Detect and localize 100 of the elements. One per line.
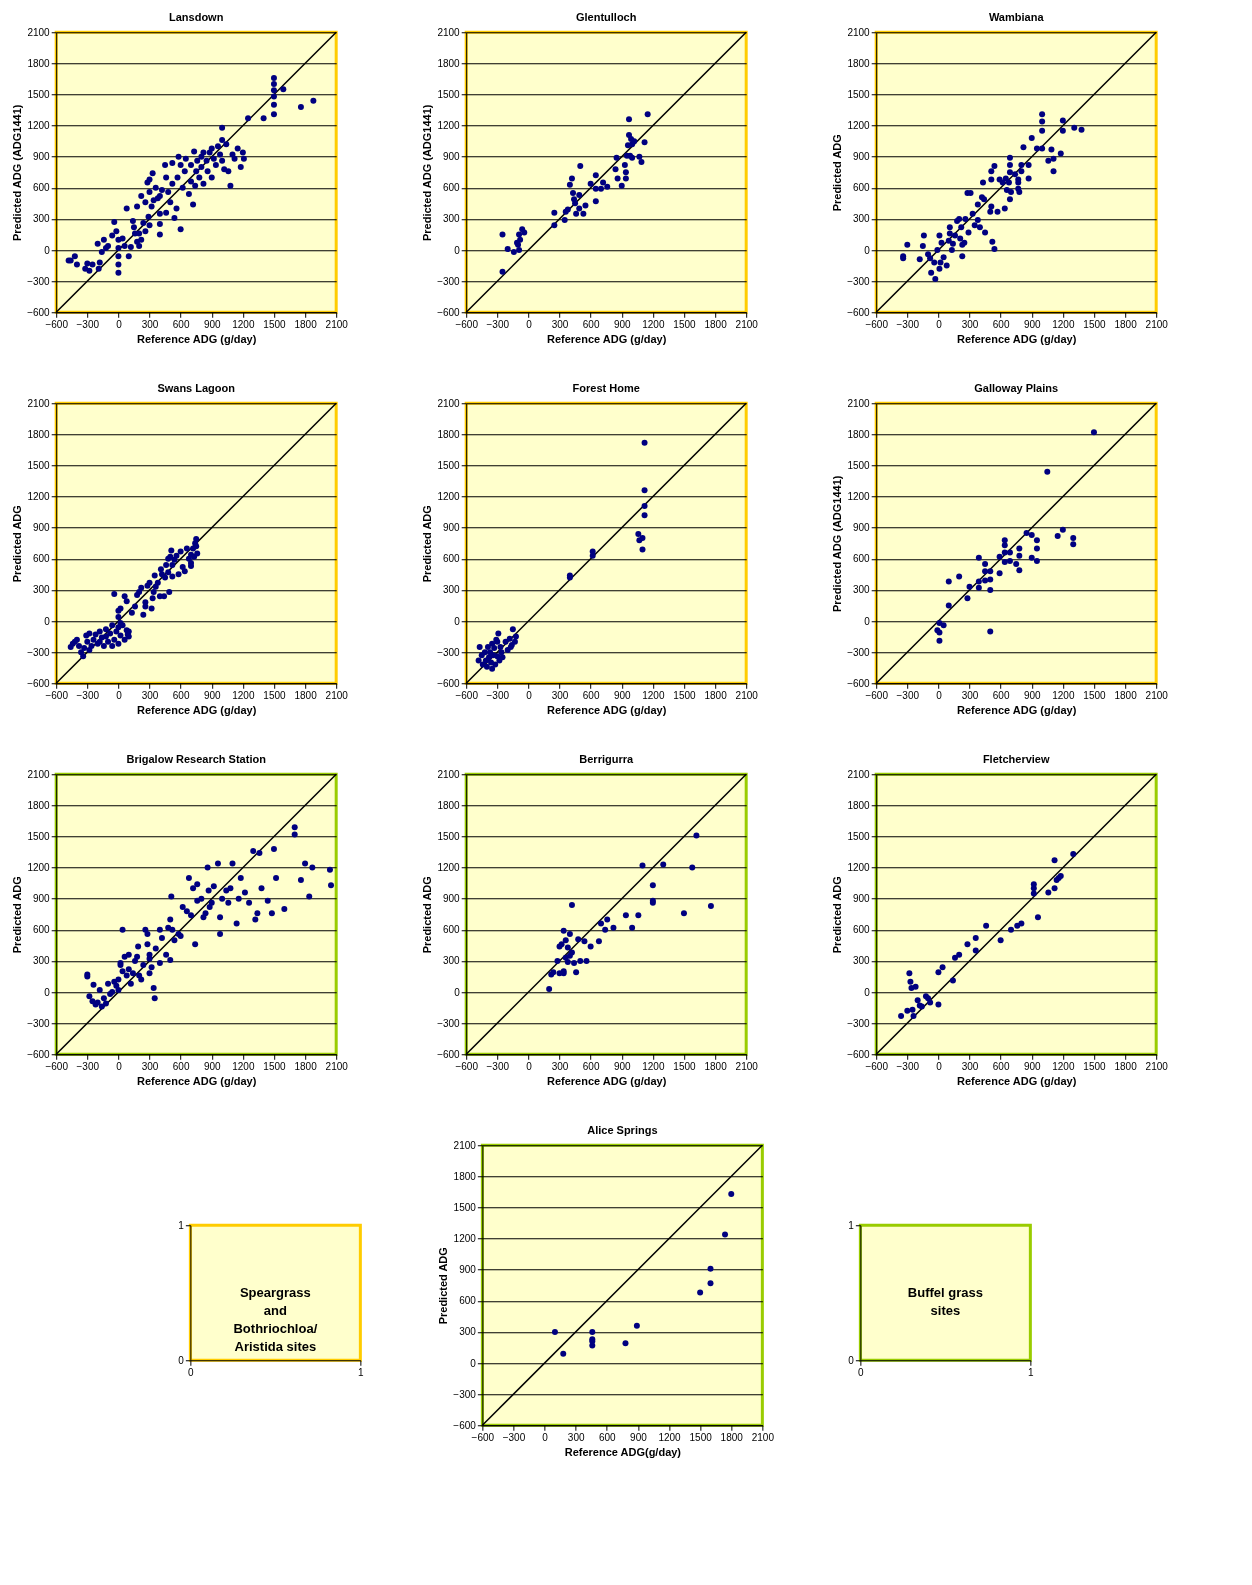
y-tick-label: 1800 <box>437 57 461 69</box>
y-tick-label: 1800 <box>27 799 51 811</box>
x-tick-label: −600 <box>471 1431 495 1443</box>
y-tick-label: 0 <box>864 615 871 627</box>
y-tick-label: 0 <box>44 986 51 998</box>
y-tick-label: −300 <box>847 646 871 658</box>
y-tick-label: 1200 <box>847 862 871 874</box>
x-tick-label: −300 <box>896 318 920 330</box>
y-tick-label: 1200 <box>847 120 871 132</box>
y-axis-title: Predicted ADG (ADG1441) <box>421 104 434 242</box>
x-axis-title: Reference ADG (g/day) <box>136 332 257 345</box>
x-tick-label: 1800 <box>294 1060 318 1072</box>
chart-title: Fletcherview <box>982 753 1050 766</box>
y-tick-label: −600 <box>27 677 51 689</box>
x-tick-label: 2100 <box>1145 1060 1169 1072</box>
y-axis-title: Predicted ADG (ADG1441) <box>11 104 24 242</box>
x-tick-label: 1800 <box>1114 689 1138 701</box>
x-tick-label: 900 <box>203 689 222 701</box>
y-tick-label: 600 <box>853 553 871 565</box>
x-tick-label: 300 <box>961 1060 979 1072</box>
y-tick-label: −600 <box>453 1419 477 1431</box>
x-tick-label: 1200 <box>232 1060 255 1072</box>
y-tick-label: 1500 <box>27 88 51 100</box>
x-tick-label: 600 <box>992 318 1010 330</box>
y-tick-label: 300 <box>443 213 461 225</box>
x-tick-label: 300 <box>961 689 979 701</box>
x-tick-label: 300 <box>551 1060 569 1072</box>
y-tick-label: −300 <box>847 1017 871 1029</box>
x-axis-title: Reference ADG (g/day) <box>136 703 257 716</box>
y-tick-label: 1200 <box>453 1233 477 1245</box>
x-tick-label: 300 <box>141 689 159 701</box>
chart-title: Glentulloch <box>575 11 637 24</box>
y-tick-label: −300 <box>453 1388 477 1400</box>
x-tick-label: 1500 <box>673 689 697 701</box>
x-tick-label: 300 <box>141 1060 159 1072</box>
x-tick-label: 2100 <box>735 689 759 701</box>
y-tick-label: 1800 <box>437 428 461 440</box>
y-axis-title: Predicted ADG <box>421 876 434 954</box>
y-tick-label: 1500 <box>437 88 461 100</box>
y-tick-label: 300 <box>33 213 51 225</box>
y-tick-label: −300 <box>437 275 461 287</box>
x-tick-label: 600 <box>582 1060 600 1072</box>
x-tick-label: −300 <box>486 318 510 330</box>
x-tick-label: 2100 <box>735 318 759 330</box>
x-tick-label: 1500 <box>1083 318 1107 330</box>
y-tick-label: −600 <box>437 677 461 689</box>
annotation: Speargrass and Bothriochloa/ Aristida sites <box>233 1284 318 1354</box>
y-tick-label: 900 <box>443 151 461 163</box>
y-tick-label: 900 <box>33 893 51 905</box>
x-tick-label: 1800 <box>704 689 728 701</box>
x-tick-label: 1500 <box>1083 1060 1107 1072</box>
y-tick-label: 300 <box>443 584 461 596</box>
y-tick-label: 1800 <box>27 428 51 440</box>
x-tick-label: 600 <box>582 318 600 330</box>
x-tick-label: 1800 <box>294 318 318 330</box>
x-tick-label: 2100 <box>325 318 349 330</box>
x-tick-label: 1200 <box>232 689 255 701</box>
y-tick-label: 1800 <box>27 57 51 69</box>
x-tick-label: 900 <box>613 318 632 330</box>
y-tick-label: 300 <box>33 955 51 967</box>
y-tick-label: 1500 <box>437 459 461 471</box>
y-tick-label: 1800 <box>847 57 871 69</box>
x-tick-label: 1 <box>358 1366 365 1378</box>
y-tick-label: 1500 <box>847 830 871 842</box>
x-tick-label: 1500 <box>263 689 287 701</box>
x-tick-label: 900 <box>613 1060 632 1072</box>
x-axis-title: Reference ADG (g/day) <box>546 332 667 345</box>
y-tick-label: 1500 <box>847 88 871 100</box>
x-axis-title: Reference ADG (g/day) <box>956 332 1077 345</box>
y-axis-title: Predicted ADG <box>831 134 844 212</box>
x-tick-label: 0 <box>116 1060 123 1072</box>
x-tick-label: 600 <box>992 689 1010 701</box>
y-tick-label: 300 <box>33 584 51 596</box>
x-tick-label: 1200 <box>1052 689 1075 701</box>
x-tick-label: 2100 <box>735 1060 759 1072</box>
y-tick-label: 1800 <box>453 1170 477 1182</box>
x-tick-label: 2100 <box>751 1431 775 1443</box>
x-tick-label: 0 <box>526 1060 533 1072</box>
chart-title: Brigalow Research Station <box>126 753 267 766</box>
y-tick-label: 0 <box>470 1357 477 1369</box>
y-tick-label: 0 <box>44 244 51 256</box>
y-tick-label: 1 <box>848 1219 855 1231</box>
y-tick-label: 1500 <box>847 459 871 471</box>
x-tick-label: 1500 <box>263 1060 287 1072</box>
x-tick-label: 1200 <box>658 1431 682 1443</box>
y-tick-label: 300 <box>459 1326 477 1338</box>
y-tick-label: −300 <box>437 1017 461 1029</box>
y-tick-label: 600 <box>33 182 51 194</box>
y-tick-label: −300 <box>27 646 51 658</box>
y-tick-label: 2100 <box>27 26 51 38</box>
y-tick-label: −300 <box>847 275 871 287</box>
y-tick-label: 900 <box>443 522 461 534</box>
y-tick-label: 600 <box>459 1295 477 1307</box>
x-tick-label: 0 <box>526 689 533 701</box>
y-tick-label: 900 <box>443 893 461 905</box>
y-tick-label: 2100 <box>437 768 461 780</box>
y-tick-label: 600 <box>443 182 461 194</box>
chart-title: Swans Lagoon <box>157 382 236 395</box>
x-axis-title: Reference ADG(g/day) <box>564 1445 682 1458</box>
y-tick-label: 2100 <box>847 768 871 780</box>
